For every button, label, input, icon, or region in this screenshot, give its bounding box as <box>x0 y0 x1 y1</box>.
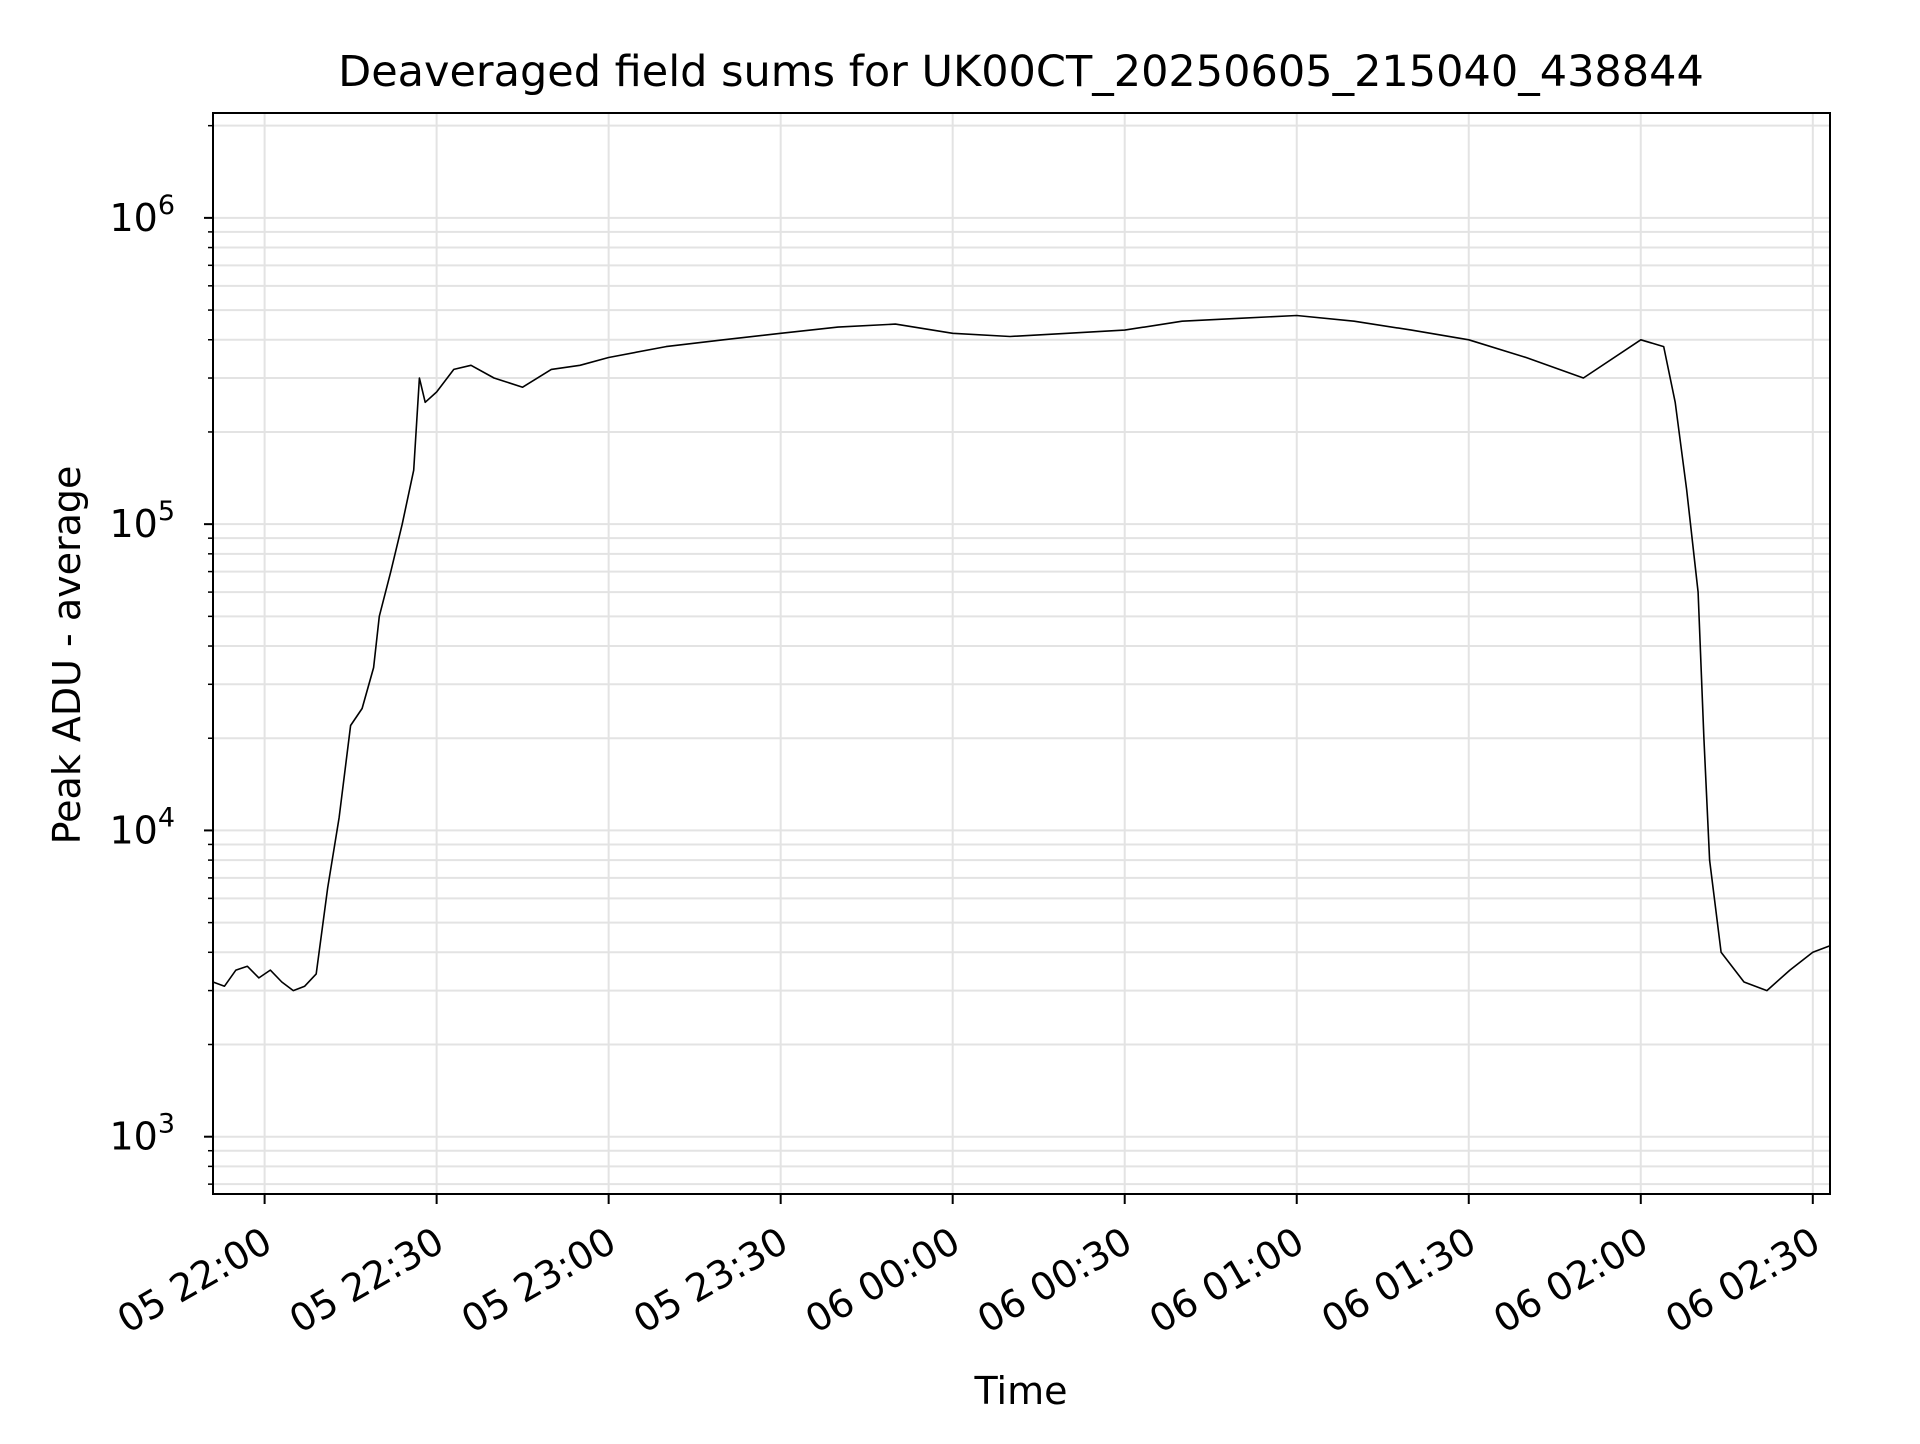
series-group <box>212 314 1831 992</box>
x-tick-label: 05 22:30 <box>282 1219 451 1342</box>
y-tick-exponent: 5 <box>158 496 175 527</box>
y-tick-base: 10 <box>109 502 157 546</box>
x-tick-label: 05 23:00 <box>454 1219 623 1342</box>
x-axis: 05 22:00 05 22:30 05 23:00 05 23:30 06 00:00… <box>110 1194 1827 1342</box>
y-tick-label: 105 <box>109 496 175 546</box>
y-tick-label: 106 <box>109 190 175 240</box>
x-tick-label: 05 23:30 <box>626 1219 795 1342</box>
grid <box>213 113 1830 1194</box>
plot-frame <box>212 112 1831 1195</box>
y-tick-exponent: 6 <box>158 190 175 221</box>
y-tick-base: 10 <box>109 1115 157 1159</box>
y-tick-exponent: 3 <box>158 1109 175 1140</box>
x-tick-label: 06 00:00 <box>798 1219 967 1342</box>
y-axis-label: Peak ADU - average <box>45 466 89 845</box>
x-axis-label: Time <box>974 1369 1068 1413</box>
x-tick-label: 06 01:30 <box>1314 1219 1483 1342</box>
x-tick-label: 06 02:30 <box>1658 1219 1827 1342</box>
x-tick-label: 06 02:00 <box>1486 1219 1655 1342</box>
y-tick-label: 104 <box>109 802 175 852</box>
x-tick-label: 05 22:00 <box>110 1219 279 1342</box>
y-tick-base: 10 <box>109 808 157 852</box>
y-tick-base: 10 <box>109 196 157 240</box>
x-tick-label: 06 01:00 <box>1142 1219 1311 1342</box>
series-line <box>212 314 1831 992</box>
y-tick-label: 103 <box>109 1109 175 1159</box>
chart-title: Deaveraged field sums for UK00CT_2025060… <box>338 47 1704 97</box>
y-tick-exponent: 4 <box>158 802 175 833</box>
x-tick-label: 06 00:30 <box>970 1219 1139 1342</box>
